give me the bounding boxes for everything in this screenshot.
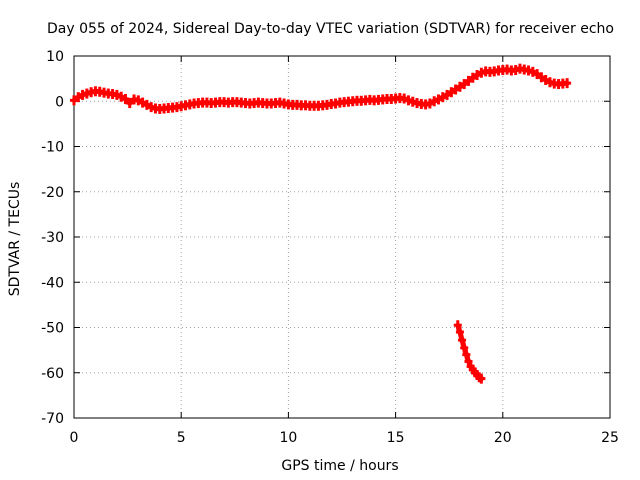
data-points [70, 63, 572, 384]
axis-ticks [73, 55, 611, 419]
y-tick-label: -40 [41, 275, 64, 291]
y-axis-label: SDTVAR / TECUs [7, 182, 23, 297]
y-tick-label: -10 [41, 140, 64, 156]
y-tick-label: -50 [41, 321, 64, 337]
trace-segment [476, 374, 484, 382]
x-tick-label: 10 [279, 430, 297, 446]
x-tick-label: 15 [387, 430, 405, 446]
x-axis-label: GPS time / hours [281, 458, 398, 474]
y-tick-label: 0 [55, 94, 64, 110]
chart-title: Day 055 of 2024, Sidereal Day-to-day VTE… [47, 21, 614, 37]
x-tick-label: 5 [177, 430, 186, 446]
y-tick-label: -30 [41, 230, 64, 246]
grid-lines [74, 56, 610, 418]
y-tick-label: -20 [41, 185, 64, 201]
x-tick-label: 25 [601, 430, 619, 446]
y-tick-label: 10 [46, 49, 64, 65]
y-tick-label: -60 [41, 366, 64, 382]
y-tick-label: -70 [41, 411, 64, 427]
x-tick-label: 0 [70, 430, 79, 446]
tick-labels: 0 5 10 15 20 25 10 0 -10 -20 -30 -40 -50 -60 -70 [41, 49, 619, 446]
x-tick-label: 20 [494, 430, 512, 446]
